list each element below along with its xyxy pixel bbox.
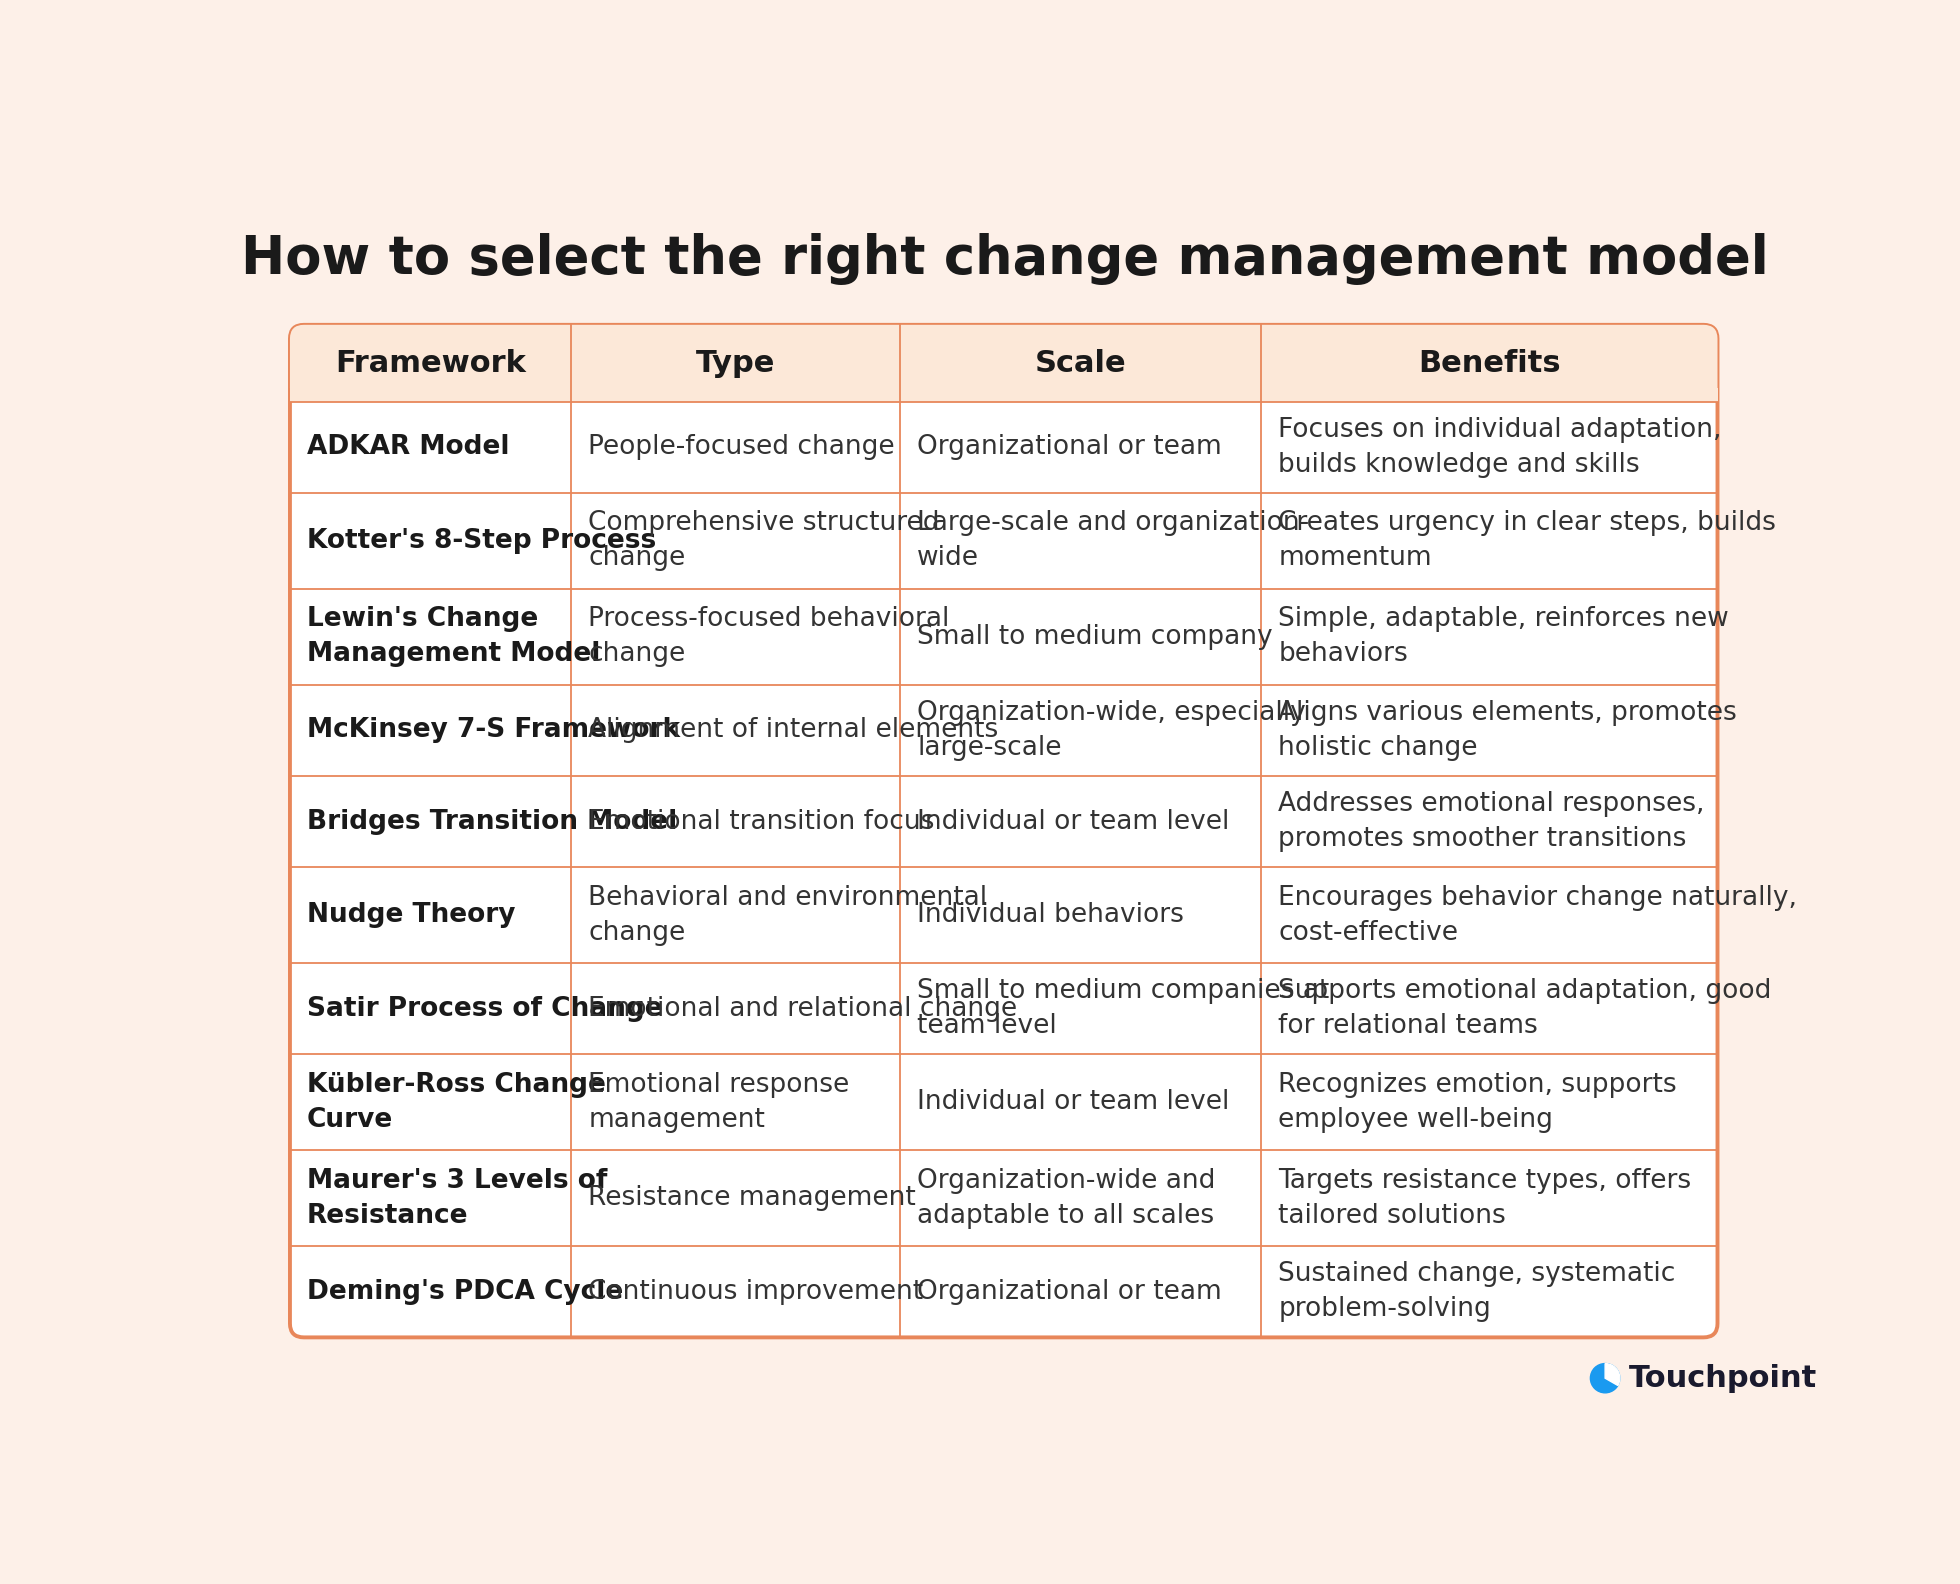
Text: Emotional response
management: Emotional response management bbox=[588, 1072, 849, 1133]
Text: Deming's PDCA Cycle: Deming's PDCA Cycle bbox=[308, 1278, 623, 1305]
Text: Kotter's 8-Step Process: Kotter's 8-Step Process bbox=[308, 527, 657, 554]
Text: Recognizes emotion, supports
employee well-being: Recognizes emotion, supports employee we… bbox=[1278, 1072, 1678, 1133]
Text: Resistance management: Resistance management bbox=[588, 1185, 915, 1212]
Text: Organization-wide and
adaptable to all scales: Organization-wide and adaptable to all s… bbox=[917, 1167, 1215, 1229]
Text: Process-focused behavioral
change: Process-focused behavioral change bbox=[588, 607, 951, 667]
Text: Scale: Scale bbox=[1035, 348, 1127, 379]
Text: Bridges Transition Model: Bridges Transition Model bbox=[308, 808, 678, 835]
Text: Simple, adaptable, reinforces new
behaviors: Simple, adaptable, reinforces new behavi… bbox=[1278, 607, 1729, 667]
Text: Encourages behavior change naturally,
cost-effective: Encourages behavior change naturally, co… bbox=[1278, 885, 1797, 946]
Text: Benefits: Benefits bbox=[1417, 348, 1560, 379]
FancyBboxPatch shape bbox=[290, 325, 1717, 1337]
Text: Organizational or team: Organizational or team bbox=[917, 434, 1221, 461]
Text: Individual behaviors: Individual behaviors bbox=[917, 903, 1184, 928]
Text: Sustained change, systematic
problem-solving: Sustained change, systematic problem-sol… bbox=[1278, 1261, 1676, 1323]
Text: ADKAR Model: ADKAR Model bbox=[308, 434, 510, 461]
Text: Comprehensive structured
change: Comprehensive structured change bbox=[588, 510, 939, 572]
Text: Emotional transition focus: Emotional transition focus bbox=[588, 808, 935, 835]
Text: Alignment of internal elements: Alignment of internal elements bbox=[588, 718, 998, 743]
Text: Lewin's Change
Management Model: Lewin's Change Management Model bbox=[308, 607, 600, 667]
Text: Addresses emotional responses,
promotes smoother transitions: Addresses emotional responses, promotes … bbox=[1278, 790, 1705, 852]
Text: Targets resistance types, offers
tailored solutions: Targets resistance types, offers tailore… bbox=[1278, 1167, 1691, 1229]
Text: Organizational or team: Organizational or team bbox=[917, 1278, 1221, 1305]
Text: Nudge Theory: Nudge Theory bbox=[308, 903, 515, 928]
FancyBboxPatch shape bbox=[290, 325, 1717, 402]
Text: Emotional and relational change: Emotional and relational change bbox=[588, 996, 1017, 1022]
Wedge shape bbox=[1605, 1364, 1619, 1386]
Text: Individual or team level: Individual or team level bbox=[917, 808, 1229, 835]
Bar bbox=[290, 388, 1717, 402]
Text: Framework: Framework bbox=[335, 348, 525, 379]
Text: Small to medium companies at
team level: Small to medium companies at team level bbox=[917, 979, 1329, 1039]
Text: Creates urgency in clear steps, builds
momentum: Creates urgency in clear steps, builds m… bbox=[1278, 510, 1776, 572]
Text: Focuses on individual adaptation,
builds knowledge and skills: Focuses on individual adaptation, builds… bbox=[1278, 417, 1721, 478]
Text: Supports emotional adaptation, good
for relational teams: Supports emotional adaptation, good for … bbox=[1278, 979, 1772, 1039]
Text: Individual or team level: Individual or team level bbox=[917, 1090, 1229, 1115]
Text: Organization-wide, especially
large-scale: Organization-wide, especially large-scal… bbox=[917, 700, 1305, 760]
Circle shape bbox=[1590, 1364, 1619, 1392]
Text: People-focused change: People-focused change bbox=[588, 434, 896, 461]
Text: Kübler-Ross Change
Curve: Kübler-Ross Change Curve bbox=[308, 1072, 606, 1133]
Text: Satir Process of Change: Satir Process of Change bbox=[308, 996, 662, 1022]
Text: Aligns various elements, promotes
holistic change: Aligns various elements, promotes holist… bbox=[1278, 700, 1737, 760]
Text: Type: Type bbox=[696, 348, 776, 379]
Text: McKinsey 7-S Framework: McKinsey 7-S Framework bbox=[308, 718, 680, 743]
Text: Touchpoint: Touchpoint bbox=[1629, 1364, 1817, 1392]
Text: Behavioral and environmental
change: Behavioral and environmental change bbox=[588, 885, 988, 946]
Text: How to select the right change management model: How to select the right change managemen… bbox=[241, 233, 1768, 285]
Text: Large-scale and organization-
wide: Large-scale and organization- wide bbox=[917, 510, 1309, 572]
Text: Small to medium company: Small to medium company bbox=[917, 624, 1272, 649]
Text: Continuous improvement: Continuous improvement bbox=[588, 1278, 923, 1305]
Text: Maurer's 3 Levels of
Resistance: Maurer's 3 Levels of Resistance bbox=[308, 1167, 608, 1229]
